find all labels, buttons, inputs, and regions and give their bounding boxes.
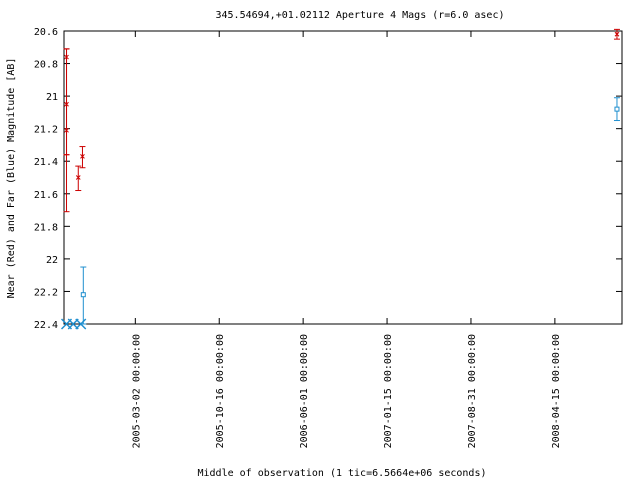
limit-point <box>75 318 87 330</box>
data-point <box>80 153 85 159</box>
data-point <box>75 175 81 180</box>
data-point <box>614 106 620 112</box>
x-tick-label: 2007-01-15 00:00:00 <box>383 334 394 448</box>
y-tick-label: 22 <box>46 255 58 266</box>
x-tick-label: 2005-03-02 00:00:00 <box>131 334 142 448</box>
x-tick-label: 2006-06-01 00:00:00 <box>299 334 310 448</box>
data-marks <box>60 28 620 330</box>
y-tick-label: 22.2 <box>34 287 58 298</box>
plot-frame <box>63 30 623 325</box>
x-axis: 2005-03-02 00:00:00 2005-10-16 00:00:00 20… <box>131 31 562 448</box>
y-axis-label: Near (Red) and Far (Blue) Magnitude [AB] <box>6 58 17 299</box>
x-tick-label: 2005-10-16 00:00:00 <box>215 334 226 448</box>
y-tick-label: 20.8 <box>34 60 58 71</box>
data-point <box>80 292 86 298</box>
y-tick-label: 21.4 <box>34 157 58 168</box>
y-tick-label: 22.4 <box>34 320 58 331</box>
y-tick-label: 21.8 <box>34 222 58 233</box>
y-tick-label: 21 <box>46 92 58 103</box>
y-tick-label: 20.6 <box>34 27 58 38</box>
x-axis-label: Middle of observation (1 tic=6.5664e+06 … <box>198 468 487 479</box>
y-axis: 20.6 20.8 21 21.2 21.4 21.6 21.8 22 22.2 22.4 <box>34 27 622 331</box>
data-point <box>614 31 620 37</box>
chart-title: 345.54694,+01.02112 Aperture 4 Mags (r=6… <box>216 10 505 21</box>
y-tick-label: 21.2 <box>34 125 58 136</box>
x-tick-label: 2007-08-31 00:00:00 <box>467 334 478 448</box>
y-tick-label: 21.6 <box>34 190 58 201</box>
data-point <box>64 127 69 133</box>
x-tick-label: 2008-04-15 00:00:00 <box>551 334 562 448</box>
